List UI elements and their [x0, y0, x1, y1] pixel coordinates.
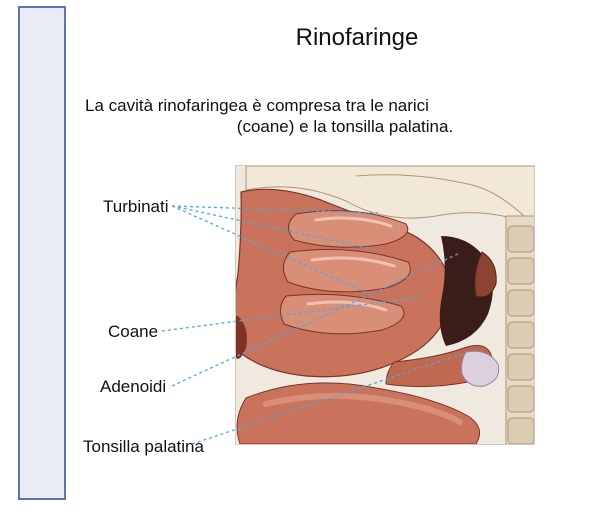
anatomy-illustration — [235, 165, 535, 445]
label-adenoidi: Adenoidi — [92, 375, 174, 399]
subtitle-line-2: (coane) e la tonsilla palatina. — [145, 116, 545, 137]
label-coane: Coane — [100, 320, 166, 344]
anatomy-svg — [236, 166, 535, 445]
slide-container: Rinofaringe La cavità rinofaringea è com… — [0, 0, 593, 509]
sidebar-decoration — [18, 6, 66, 500]
label-tonsilla: Tonsilla palatina — [75, 435, 212, 459]
subtitle-line-1: La cavità rinofaringea è compresa tra le… — [85, 96, 429, 115]
slide-subtitle: La cavità rinofaringea è compresa tra le… — [85, 95, 545, 138]
slide-title: Rinofaringe — [220, 20, 494, 56]
label-turbinati: Turbinati — [95, 195, 177, 219]
